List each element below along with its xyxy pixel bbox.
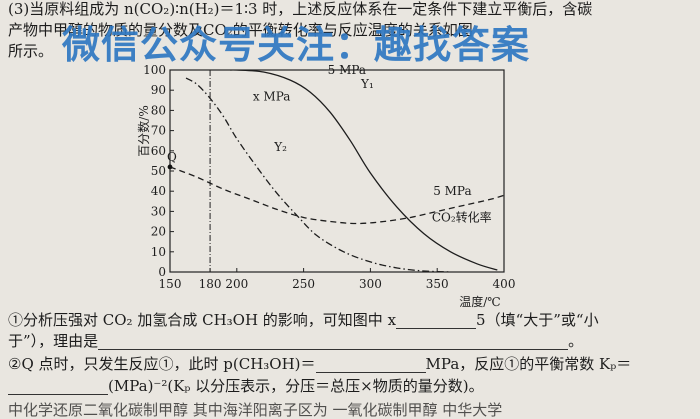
x-tick-label: 300 [359,277,382,291]
y-tick-label: 100 [143,63,166,77]
annotation-label: 5 MPa [328,63,366,77]
y-tick-label: 40 [151,184,166,198]
point-q-marker [167,164,173,170]
y-axis: 0 10 20 30 40 50 60 70 80 90 100 [143,63,174,279]
point-q: Q [167,150,177,170]
x-tick-label: 150 [159,277,182,291]
q2-text: ②Q 点时，只发生反应①，此时 p(CH₃OH)＝ [8,355,316,373]
y-tick-label: 90 [151,83,166,97]
q2-line-2: (MPa)⁻²(Kₚ 以分压表示，分压＝总压×物质的量分数)。 [8,377,484,395]
q1-text-after: 5（填“大于”或“小 [476,311,599,329]
q2-line-1: ②Q 点时，只发生反应①，此时 p(CH₃OH)＝ MPa，反应①的平衡常数 Kₚ… [8,355,631,373]
y-tick-label: 80 [151,103,166,117]
intro-line-1: (3)当原料组成为 n(CO₂)∶n(H₂)＝1∶3 时，上述反应体系在一定条件… [8,0,593,18]
x-tick-label: 180 [199,277,222,291]
q2-kp-blank[interactable] [8,394,108,395]
annotation-label: Y₂ [273,140,287,154]
y-tick-label: 0 [158,265,166,279]
annotation-label: Y₁ [360,77,374,91]
x-tick-label: 250 [292,277,315,291]
x-tick-label: 400 [493,277,516,291]
q1-end: 。 [568,332,584,350]
q1-blank[interactable] [396,328,477,329]
watermark-text: 微信公众号关注：趣找答案 [62,23,531,67]
series-line [170,166,504,225]
q1-text: ①分析压强对 CO₂ 加氢合成 CH₃OH 的影响，可知图中 x [8,311,397,329]
x-tick-label: 200 [225,277,248,291]
y-tick-label: 60 [151,144,166,158]
q1-reason-label: 于”），理由是 [8,332,99,350]
q1-reason-blank[interactable] [98,349,569,350]
point-q-label: Q [167,150,177,164]
series-line [230,70,498,271]
q2-text-2: (MPa)⁻²(Kₚ 以分压表示，分压＝总压×物质的量分数)。 [108,377,484,395]
y-tick-label: 70 [151,124,166,138]
intro-line-2: 产物中甲醇的物质的量分数及CO₂的平衡转化率与反应温度的关系如图 [8,21,473,39]
y-tick-label: 10 [151,245,166,259]
intro-line-3: 所示。 [8,42,54,60]
q1-line-2: 于”），理由是 。 [8,332,583,350]
annotation-label: 5 MPa [433,184,471,198]
plot-frame [169,69,505,273]
cut-off-line: 中化学还原二氧化碳制甲醇 其中海洋阳离子区为 一氧化碳制甲醇 中华大学 [8,401,503,419]
q2-pressure-blank[interactable] [315,372,426,373]
x-tick-label: 350 [426,277,449,291]
y-tick-label: 30 [151,204,166,218]
q1-line-1: ①分析压强对 CO₂ 加氢合成 CH₃OH 的影响，可知图中 x 5（填“大于”或… [8,311,599,329]
annotation-label: x MPa [253,89,291,103]
series-line [185,77,451,272]
annotation-label: CO₂转化率 [432,209,492,224]
x-axis-label: 温度/℃ [459,294,500,309]
y-tick-label: 20 [151,225,166,239]
y-axis-label: 百分数/% [136,105,151,156]
series-group [170,70,504,272]
q2-mid: MPa，反应①的平衡常数 Kₚ＝ [425,355,632,373]
y-tick-label: 50 [151,164,166,178]
